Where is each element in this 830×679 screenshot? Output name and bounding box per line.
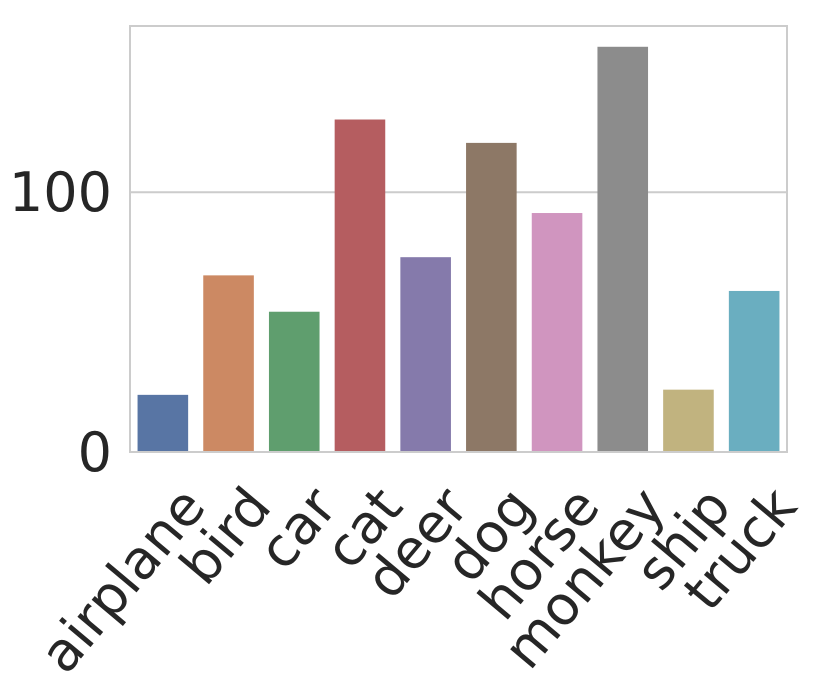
- bar-monkey: [597, 46, 649, 452]
- bar-dog: [466, 142, 517, 452]
- bar-truck: [728, 290, 780, 452]
- y-axis-ticks: 0 100: [9, 161, 112, 484]
- x-axis-ticks: airplanebirdcarcatdeerdoghorsemonkeyship…: [28, 475, 810, 679]
- y-tick-label: 100: [9, 161, 112, 224]
- plot-frame: [129, 25, 788, 453]
- bar-horse: [531, 213, 583, 452]
- bar-bird: [203, 275, 254, 452]
- bar-ship: [663, 389, 714, 452]
- bar-cat: [334, 119, 386, 452]
- bar-car: [268, 311, 320, 452]
- bar-airplane: [137, 394, 189, 452]
- bar-deer: [400, 257, 451, 452]
- bars: [137, 46, 780, 452]
- y-tick-label: 0: [78, 421, 112, 484]
- x-tick-label: airplane: [28, 476, 218, 679]
